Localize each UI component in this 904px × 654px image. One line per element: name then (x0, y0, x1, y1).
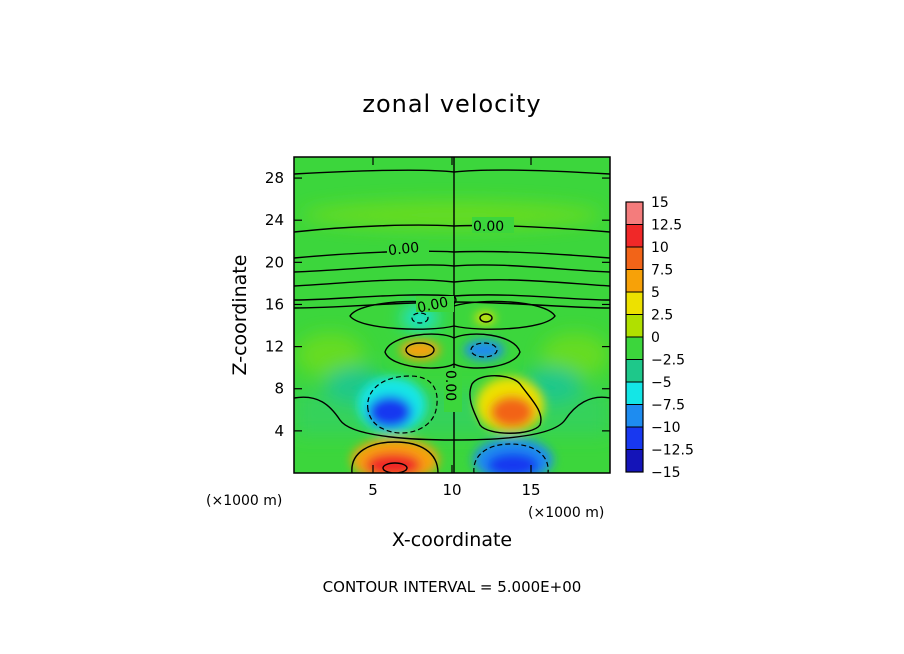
x-tick-label: 5 (368, 481, 378, 499)
neg-core-mid-right (464, 340, 504, 360)
x-tick-label: 15 (521, 481, 540, 499)
velocity-cores (351, 312, 553, 473)
colorbar-swatch (626, 247, 643, 270)
y-axis: 4 8 12 16 20 24 28 (265, 169, 610, 440)
colorbar-tick-label: −10 (651, 420, 681, 436)
contour-dot-upper-right (479, 313, 493, 323)
colorbar-tick-label: −2.5 (651, 353, 685, 369)
y-tick-label: 16 (265, 295, 284, 313)
contour-label: 0.00 (442, 370, 458, 401)
contour-label: 0.00 (416, 294, 450, 316)
colorbar-swatch (626, 337, 643, 360)
colorbar-tick-label: −5 (651, 375, 672, 391)
colorbar-swatch (626, 292, 643, 315)
y-tick-label: 24 (265, 211, 284, 229)
colorbar-tick-label: 7.5 (651, 263, 673, 279)
chart-title: zonal velocity (362, 90, 541, 118)
colorbar-tick-label: 0 (651, 330, 660, 346)
negative-contours (367, 312, 549, 473)
contour-core-bottom-left (382, 462, 408, 473)
colorbar-tick-label: 5 (651, 285, 660, 301)
x-axis: 5 10 15 (368, 157, 541, 499)
colorbar-swatch (626, 382, 643, 405)
contour-bottom-band (294, 396, 610, 441)
colorbar-swatch (626, 427, 643, 450)
contour-label: 0.00 (473, 219, 504, 235)
y-tick-label: 8 (274, 380, 284, 398)
colorbar: 15 12.5 10 7.5 5 2.5 0 −2.5 −5 −7.5 −10 −12.5 −15 (625, 195, 694, 481)
colorbar-swatch (626, 202, 643, 225)
contour-interval-note: CONTOUR INTERVAL = 5.000E+00 (323, 578, 582, 596)
colorbar-tick-label: 12.5 (651, 218, 682, 234)
colorbar-swatch (626, 269, 643, 292)
colorbar-swatch (626, 314, 643, 337)
mid-band-right (541, 333, 609, 377)
colorbar-tick-label: 2.5 (651, 308, 673, 324)
x-axis-unit-left: (×1000 m) (206, 493, 282, 509)
colorbar-swatch (626, 449, 643, 472)
y-tick-label: 12 (265, 338, 284, 356)
colorbar-tick-label: −15 (651, 465, 681, 481)
contour-label: 0.00 (387, 240, 420, 259)
x-axis-title: X-coordinate (392, 529, 512, 551)
x-tick-label: 10 (442, 481, 461, 499)
contour-lobe-bottom-left (351, 441, 439, 473)
contour-lobe-lower-right (469, 375, 542, 434)
contour-neg-upper-left (411, 312, 429, 324)
y-tick-label: 28 (265, 169, 284, 187)
colorbar-tick-label: 15 (651, 195, 669, 211)
contour-core-mid-right-neg (470, 342, 498, 358)
colorbar-tick-label: −7.5 (651, 398, 685, 414)
contour-z19 (294, 264, 610, 273)
contour-label-group: 0.00 0.00 0.00 0.00 (387, 217, 514, 412)
contour-z21 (294, 250, 610, 259)
colorbar-swatch (626, 224, 643, 247)
contour-z18 (294, 279, 610, 287)
y-axis-title: Z-coordinate (229, 255, 251, 376)
contour-lobe-lower-left-neg (367, 375, 438, 434)
colorbar-swatch (626, 359, 643, 382)
x-axis-unit-right: (×1000 m) (528, 505, 604, 521)
plot-area: 0.00 0.00 0.00 0.00 (294, 157, 610, 473)
contour-z28 (294, 169, 610, 175)
pos-core-lower-right (490, 396, 534, 428)
contour-z23 (294, 224, 610, 233)
colorbar-tick-label: −12.5 (651, 443, 694, 459)
contour-middle-loop (384, 333, 521, 369)
upper-band (302, 201, 602, 229)
neg-core-lower-left (368, 396, 412, 428)
y-tick-label: 20 (265, 253, 284, 271)
mid-band-left (296, 333, 364, 377)
contour-core-mid-left (405, 342, 435, 358)
colorbar-tick-label: 10 (651, 240, 669, 256)
neg-core-bottom-right (487, 453, 539, 473)
colorbar-swatch (626, 404, 643, 427)
contour-lobe-bottom-right-neg (473, 443, 549, 473)
y-tick-label: 4 (274, 422, 284, 440)
